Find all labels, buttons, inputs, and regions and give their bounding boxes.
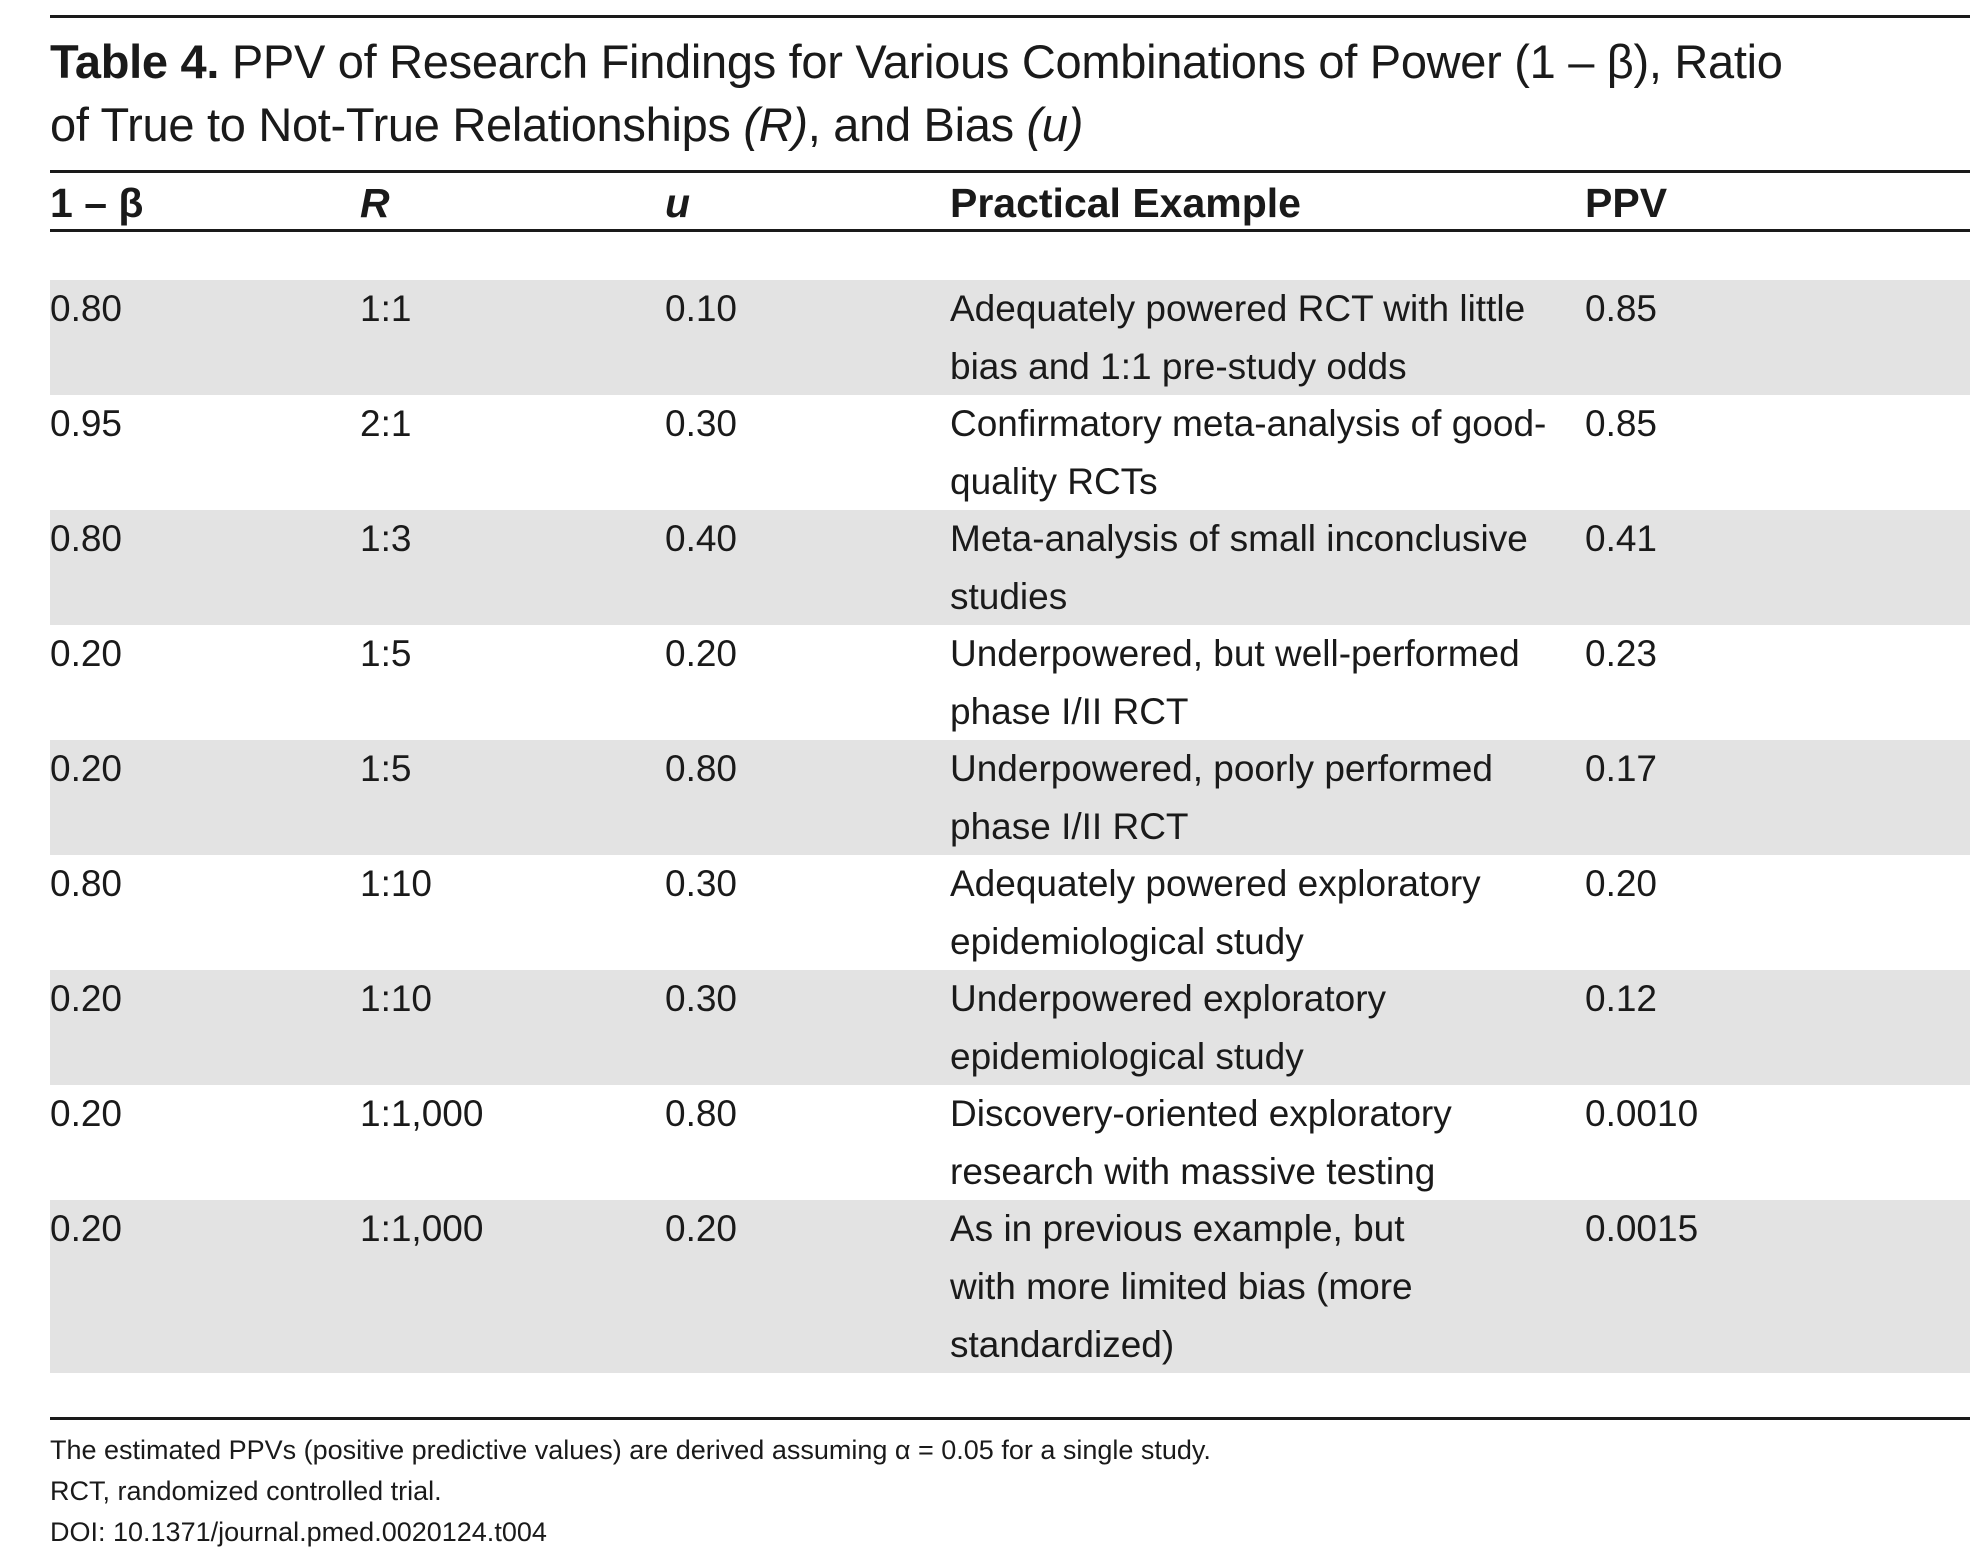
- ratio-cell: 1:10: [360, 978, 433, 1019]
- example-line: Underpowered exploratory: [950, 978, 1387, 1019]
- example-cell: Adequately powered exploratory epidemiolo…: [950, 855, 1570, 971]
- power-cell: 0.20: [50, 1093, 123, 1134]
- example-line: phase I/II RCT: [950, 691, 1189, 732]
- header-bias: u: [665, 180, 691, 226]
- ppv-cell: 0.23: [1585, 633, 1658, 674]
- power-cell: 0.20: [50, 748, 123, 789]
- bias-cell: 0.80: [665, 748, 738, 789]
- example-line: As in previous example, but: [950, 1208, 1405, 1249]
- header-top-rule: [50, 170, 1970, 173]
- bottom-rule: [50, 1417, 1970, 1420]
- example-line: research with massive testing: [950, 1151, 1436, 1192]
- table-row: 0.20 1:5 0.20 Underpowered, but well-perfor…: [50, 625, 1970, 740]
- header-ppv: PPV: [1585, 180, 1668, 226]
- example-line: Underpowered, poorly performed: [950, 748, 1493, 789]
- bias-cell: 0.30: [665, 403, 738, 444]
- example-cell: Adequately powered RCT with little bias a…: [950, 280, 1570, 396]
- example-cell: Discovery-oriented exploratory research w…: [950, 1085, 1570, 1201]
- table-row: 0.20 1:5 0.80 Underpowered, poorly performe…: [50, 740, 1970, 855]
- example-cell: Confirmatory meta-analysis of good-quali…: [950, 395, 1570, 511]
- ppv-cell: 0.0010: [1585, 1093, 1699, 1134]
- ppv-cell: 0.0015: [1585, 1208, 1699, 1249]
- example-line: Adequately powered exploratory: [950, 863, 1481, 904]
- example-line: standardized): [950, 1324, 1175, 1365]
- ppv-cell: 0.17: [1585, 748, 1658, 789]
- ratio-cell: 2:1: [360, 403, 412, 444]
- title-line-1: PPV of Research Findings for Various Com…: [219, 35, 1783, 88]
- ratio-cell: 1:5: [360, 633, 412, 674]
- example-cell: Underpowered exploratory epidemiological …: [950, 970, 1570, 1086]
- ratio-cell: 1:1,000: [360, 1093, 484, 1134]
- ratio-cell: 1:3: [360, 518, 412, 559]
- table-title: Table 4. PPV of Research Findings for Va…: [50, 30, 1950, 156]
- example-line: Meta-analysis of small inconclusive: [950, 518, 1528, 559]
- example-line: epidemiological study: [950, 1036, 1304, 1077]
- ppv-cell: 0.41: [1585, 518, 1658, 559]
- ppv-cell: 0.85: [1585, 288, 1658, 329]
- table-row: 0.80 1:1 0.10 Adequately powered RCT with l…: [50, 280, 1970, 395]
- power-cell: 0.20: [50, 633, 123, 674]
- title-line-2-prefix: of True to Not-True Relationships: [50, 98, 744, 151]
- footnote-rct: RCT, randomized controlled trial.: [50, 1476, 442, 1506]
- power-cell: 0.80: [50, 288, 123, 329]
- example-line: epidemiological study: [950, 921, 1304, 962]
- example-cell: Underpowered, but well-performed phase I/…: [950, 625, 1570, 741]
- example-line: bias and 1:1 pre-study odds: [950, 346, 1407, 387]
- bias-cell: 0.80: [665, 1093, 738, 1134]
- table-body: 0.80 1:1 0.10 Adequately powered RCT with l…: [50, 280, 1970, 1373]
- table-row: 0.80 1:10 0.30 Adequately powered explorato…: [50, 855, 1970, 970]
- table-row: 0.20 1:10 0.30 Underpowered exploratory epid…: [50, 970, 1970, 1085]
- example-line: Underpowered, but well-performed: [950, 633, 1520, 674]
- bias-cell: 0.20: [665, 633, 738, 674]
- example-cell: Underpowered, poorly performed phase I/II…: [950, 740, 1570, 856]
- example-line: phase I/II RCT: [950, 806, 1189, 847]
- example-line: Adequately powered RCT with little: [950, 288, 1526, 329]
- footnote-doi: DOI: 10.1371/journal.pmed.0020124.t004: [50, 1517, 547, 1547]
- example-cell: Meta-analysis of small inconclusive studi…: [950, 510, 1570, 626]
- power-cell: 0.80: [50, 863, 123, 904]
- ppv-cell: 0.20: [1585, 863, 1658, 904]
- power-cell: 0.20: [50, 978, 123, 1019]
- example-line: with more limited bias (more: [950, 1266, 1413, 1307]
- ratio-cell: 1:5: [360, 748, 412, 789]
- power-cell: 0.95: [50, 403, 123, 444]
- power-cell: 0.80: [50, 518, 123, 559]
- power-cell: 0.20: [50, 1208, 123, 1249]
- top-rule: [50, 15, 1970, 18]
- example-line: Discovery-oriented exploratory: [950, 1093, 1452, 1134]
- header-power: 1 – β: [50, 180, 144, 226]
- bias-cell: 0.30: [665, 978, 738, 1019]
- bias-cell: 0.40: [665, 518, 738, 559]
- title-line-2-mid: , and Bias: [807, 98, 1027, 151]
- bias-cell: 0.20: [665, 1208, 738, 1249]
- table-footnotes: The estimated PPVs (positive predictive …: [50, 1430, 1950, 1553]
- bias-cell: 0.30: [665, 863, 738, 904]
- table-row: 0.20 1:1,000 0.20 As in previous example, b…: [50, 1200, 1970, 1373]
- bias-cell: 0.10: [665, 288, 738, 329]
- header-example: Practical Example: [950, 180, 1301, 226]
- table-row: 0.95 2:1 0.30 Confirmatory meta-analysis of…: [50, 395, 1970, 510]
- example-cell: As in previous example, but with more lim…: [950, 1200, 1570, 1374]
- table-header: 1 – β R u Practical Example PPV: [50, 172, 1970, 229]
- table-label: Table 4.: [50, 35, 220, 88]
- ratio-cell: 1:10: [360, 863, 433, 904]
- ppv-cell: 0.85: [1585, 403, 1658, 444]
- example-line: quality RCTs: [950, 461, 1158, 502]
- example-line: studies: [950, 576, 1068, 617]
- ratio-cell: 1:1: [360, 288, 412, 329]
- table-row: 0.20 1:1,000 0.80 Discovery-oriented explor…: [50, 1085, 1970, 1200]
- header-bottom-rule: [50, 229, 1970, 232]
- example-line: Confirmatory meta-analysis of good-: [950, 403, 1547, 444]
- title-r-symbol: (R): [743, 98, 808, 151]
- table-row: 0.80 1:3 0.40 Meta-analysis of small inconc…: [50, 510, 1970, 625]
- header-ratio: R: [360, 180, 390, 226]
- footnote-ppv: The estimated PPVs (positive predictive …: [50, 1435, 1211, 1465]
- ratio-cell: 1:1,000: [360, 1208, 484, 1249]
- title-u-symbol: (u): [1026, 98, 1084, 151]
- ppv-cell: 0.12: [1585, 978, 1658, 1019]
